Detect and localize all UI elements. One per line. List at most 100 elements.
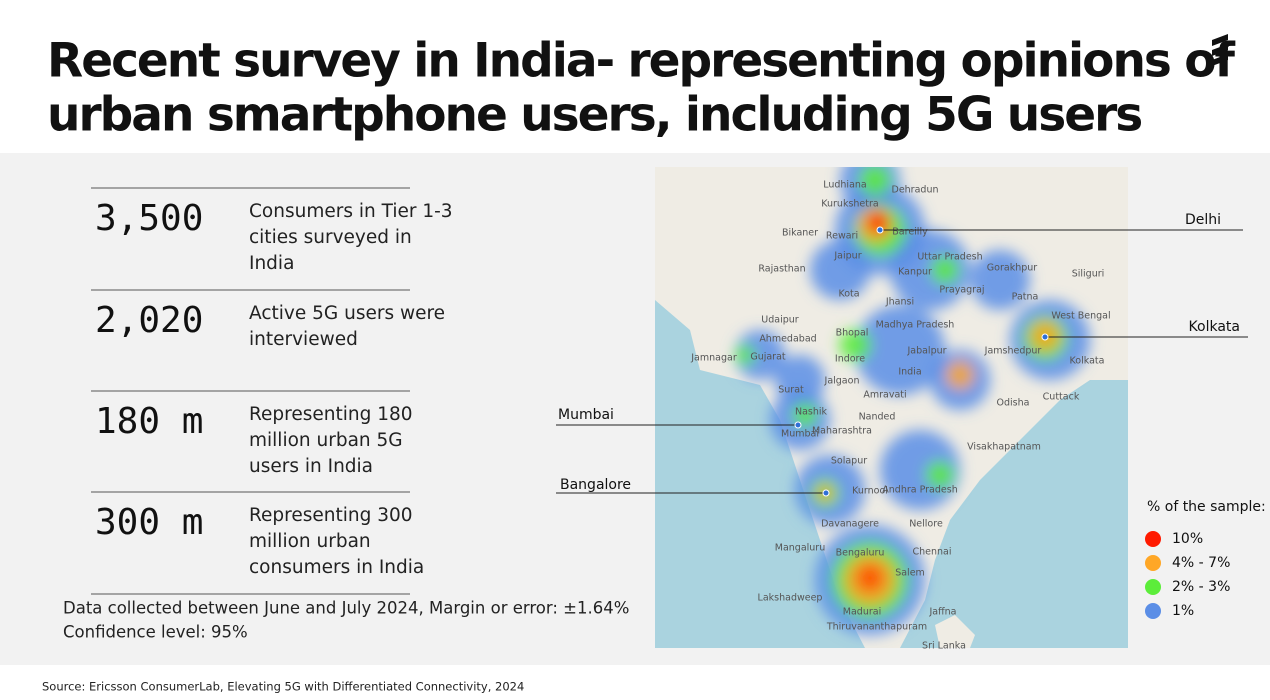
place-label: Visakhapatnam xyxy=(967,442,1041,453)
place-label: Gorakhpur xyxy=(987,263,1037,274)
stat-description: Consumers in Tier 1-3 xyxy=(249,201,453,222)
stat-description: million urban 5G xyxy=(249,430,403,451)
note: Confidence level: 95% xyxy=(63,623,248,642)
legend-label: 4% - 7% xyxy=(1172,555,1230,571)
stat-description: consumers in India xyxy=(249,557,424,578)
place-label: Jaffna xyxy=(928,607,956,618)
place-label: Indore xyxy=(835,354,865,365)
place-label: Siliguri xyxy=(1072,269,1105,280)
stat-description: cities surveyed in xyxy=(249,227,412,248)
place-label: India xyxy=(898,367,921,378)
heat-blob xyxy=(859,167,891,196)
heat-blob xyxy=(839,329,871,361)
callout-label: Delhi xyxy=(1185,212,1221,228)
place-label: Jalgaon xyxy=(824,376,860,387)
place-label: Dehradun xyxy=(892,185,939,196)
heat-blob xyxy=(890,230,970,310)
callout-label: Bangalore xyxy=(560,477,631,493)
place-label: Cuttack xyxy=(1043,392,1080,403)
note: Data collected between June and July 202… xyxy=(63,599,629,618)
place-label: Jhansi xyxy=(885,297,914,308)
place-label: Uttar Pradesh xyxy=(917,252,982,263)
place-label: Kolkata xyxy=(1070,356,1105,367)
place-label: West Bengal xyxy=(1051,311,1110,322)
place-label: Bengaluru xyxy=(836,548,885,559)
place-label: Thiruvananthapuram xyxy=(826,622,927,633)
legend-label: 1% xyxy=(1172,603,1194,619)
place-label: Kurukshetra xyxy=(821,199,878,210)
place-label: Amravati xyxy=(863,390,906,401)
place-label: Lakshadweep xyxy=(758,593,823,604)
heat-blob xyxy=(775,355,825,405)
stat-description: users in India xyxy=(249,456,373,477)
stat-number: 300 m xyxy=(95,502,203,543)
place-label: Nellore xyxy=(909,519,943,530)
stat-description: million urban xyxy=(249,531,371,552)
place-label: Bhopal xyxy=(836,328,869,339)
heat-blob xyxy=(855,305,945,395)
legend-swatch xyxy=(1145,531,1161,547)
heat-blob xyxy=(880,430,960,510)
place-label: Madhya Pradesh xyxy=(876,320,955,331)
title: Recent survey in India- representing opi… xyxy=(47,34,1236,89)
callout-dot xyxy=(794,421,802,429)
place-label: Jamnagar xyxy=(690,353,737,364)
legend-label: 10% xyxy=(1172,531,1203,547)
heat-blob xyxy=(793,403,817,427)
source: Source: Ericsson ConsumerLab, Elevating … xyxy=(42,680,524,694)
logo xyxy=(1212,34,1228,66)
place-label: Kanpur xyxy=(898,267,932,278)
callout-label: Mumbai xyxy=(558,407,614,423)
place-label: Kurnool xyxy=(852,486,888,497)
place-label: Jamshedpur xyxy=(984,346,1042,357)
place-label: Solapur xyxy=(831,456,867,467)
place-label: Patna xyxy=(1012,292,1039,303)
place-label: Chennai xyxy=(912,547,951,558)
callout-dot xyxy=(876,226,884,234)
stat-description: interviewed xyxy=(249,329,358,350)
place-label: Rewari xyxy=(826,231,858,242)
place-label: Maharashtra xyxy=(812,426,872,437)
heat-blob xyxy=(856,564,884,592)
place-label: Bikaner xyxy=(782,228,818,239)
callout-dot xyxy=(822,489,830,497)
place-label: Surat xyxy=(778,385,804,396)
stat-number: 180 m xyxy=(95,401,203,442)
legend-swatch xyxy=(1145,555,1161,571)
heat-blob xyxy=(735,345,755,365)
map xyxy=(655,167,1128,648)
heat-blob xyxy=(926,461,954,489)
place-label: Davanagere xyxy=(821,519,879,530)
heat-blob xyxy=(946,361,974,389)
stat-description: Representing 300 xyxy=(249,505,413,526)
place-label: Rajasthan xyxy=(758,264,805,275)
stat-description: Representing 180 xyxy=(249,404,413,425)
place-label: Ahmedabad xyxy=(759,334,816,345)
heat-blob xyxy=(931,256,959,284)
place-label: Mumbai xyxy=(781,429,819,440)
legend-title: % of the sample: xyxy=(1147,499,1266,515)
place-label: Jaipur xyxy=(833,251,861,262)
place-label: Gujarat xyxy=(750,352,786,363)
place-label: Madurai xyxy=(843,607,881,618)
heat-blob xyxy=(970,250,1030,310)
callout-label: Kolkata xyxy=(1189,319,1240,335)
legend-swatch xyxy=(1145,603,1161,619)
title: urban smartphone users, including 5G use… xyxy=(47,88,1141,143)
place-label: Prayagraj xyxy=(939,285,984,296)
stat-description: Active 5G users were xyxy=(249,303,445,324)
place-label: Bareilly xyxy=(892,227,928,238)
place-label: Udaipur xyxy=(761,315,798,326)
place-label: Sri Lanka xyxy=(922,641,966,652)
heat-blob xyxy=(735,330,785,380)
place-label: Jabalpur xyxy=(906,346,946,357)
place-label: Odisha xyxy=(997,398,1030,409)
place-label: Nanded xyxy=(859,412,896,423)
place-label: Andhra Pradesh xyxy=(882,485,957,496)
legend-label: 2% - 3% xyxy=(1172,579,1230,595)
callout-dot xyxy=(1041,333,1049,341)
place-label: Salem xyxy=(895,568,925,579)
place-label: Mangaluru xyxy=(775,543,825,554)
stat-number: 2,020 xyxy=(95,300,203,341)
